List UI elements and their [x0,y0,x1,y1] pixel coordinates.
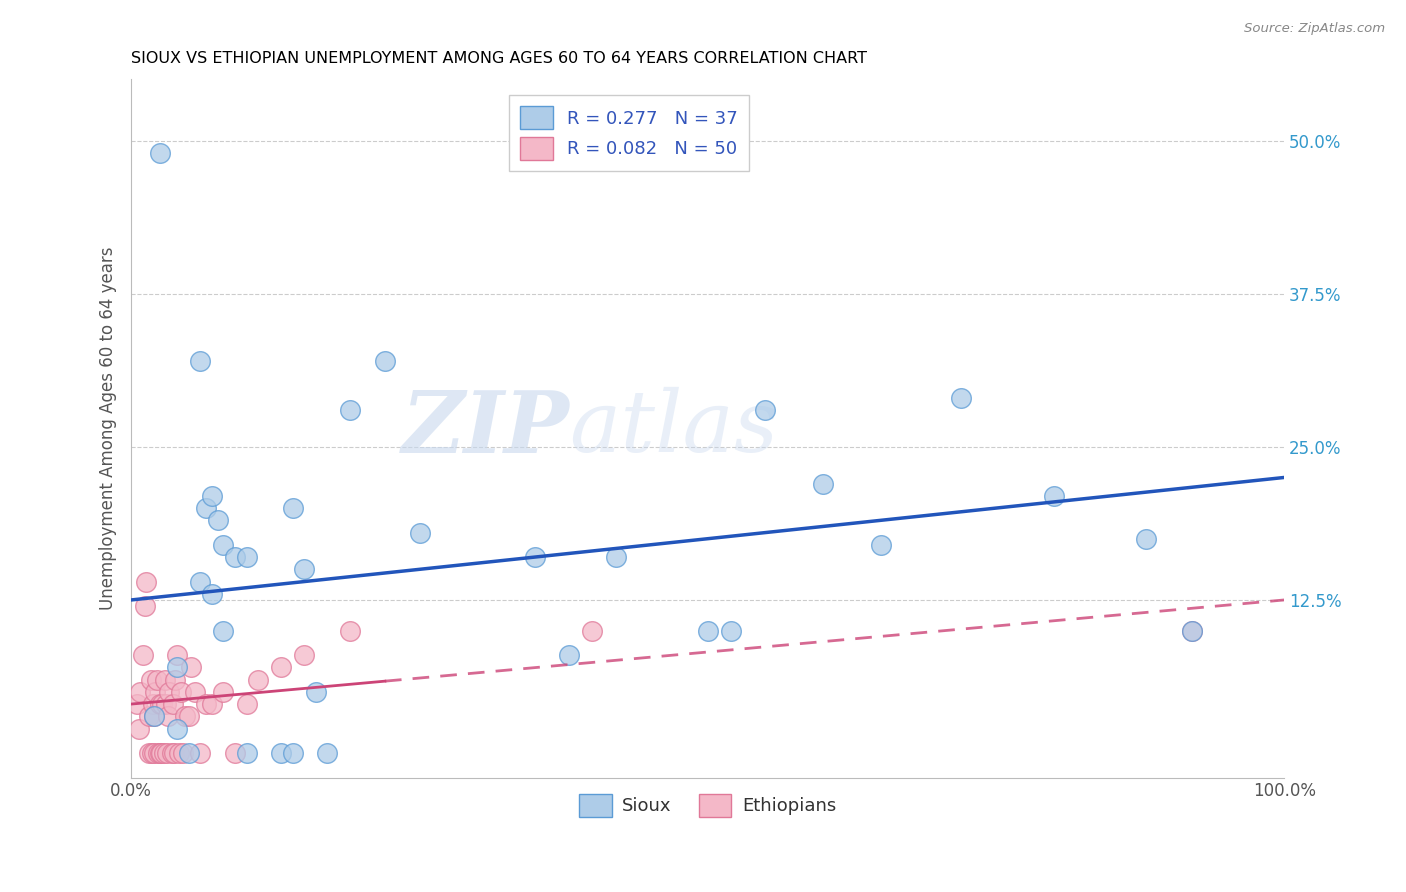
Point [190,746,212,760]
Point [316,746,339,760]
Point [180,660,202,674]
Point [156,746,179,760]
Point [163,746,186,760]
Point [167,746,190,760]
Point [224,746,246,760]
Point [201,697,224,711]
Point [281,746,304,760]
Text: ZIP: ZIP [402,387,569,470]
Point [605,550,627,565]
Point [292,648,315,662]
Point [160,746,183,760]
Point [125,697,148,711]
Point [141,746,163,760]
Point [811,476,834,491]
Point [212,538,235,552]
Point [374,354,396,368]
Point [720,624,742,638]
Text: atlas: atlas [569,387,779,470]
Point [172,746,194,760]
Point [207,513,229,527]
Point [157,709,180,723]
Point [146,746,169,760]
Text: Source: ZipAtlas.com: Source: ZipAtlas.com [1244,22,1385,36]
Point [166,722,188,736]
Y-axis label: Unemployment Among Ages 60 to 64 years: Unemployment Among Ages 60 to 64 years [100,247,117,610]
Point [195,697,218,711]
Point [339,624,361,638]
Point [132,648,155,662]
Point [177,709,200,723]
Point [1042,489,1064,503]
Point [235,746,257,760]
Point [950,391,973,405]
Point [305,685,328,699]
Point [150,746,173,760]
Point [696,624,718,638]
Point [166,660,188,674]
Point [408,525,430,540]
Point [339,403,361,417]
Point [143,709,166,723]
Point [149,746,172,760]
Point [157,685,180,699]
Point [869,538,891,552]
Point [201,489,224,503]
Point [212,624,235,638]
Point [170,685,193,699]
Point [270,746,292,760]
Point [581,624,603,638]
Point [138,709,160,723]
Point [145,685,167,699]
Point [292,562,315,576]
Point [150,697,173,711]
Point [281,501,304,516]
Point [166,648,188,662]
Point [212,685,235,699]
Point [190,574,212,589]
Point [142,697,165,711]
Point [162,697,184,711]
Point [754,403,776,417]
Point [149,697,172,711]
Point [134,599,156,613]
Point [195,501,218,516]
Point [139,673,162,687]
Point [129,685,152,699]
Point [143,709,166,723]
Point [155,697,177,711]
Legend: Sioux, Ethiopians: Sioux, Ethiopians [572,787,844,824]
Point [1135,532,1157,546]
Point [190,354,212,368]
Point [1181,624,1204,638]
Point [135,574,157,589]
Point [247,673,270,687]
Point [183,685,205,699]
Point [235,550,257,565]
Point [165,673,187,687]
Point [201,587,224,601]
Point [224,550,246,565]
Point [558,648,581,662]
Point [174,709,197,723]
Point [152,746,174,760]
Point [128,722,150,736]
Point [145,673,167,687]
Point [153,673,176,687]
Point [1181,624,1204,638]
Point [270,660,292,674]
Point [149,145,172,160]
Point [177,746,200,760]
Text: SIOUX VS ETHIOPIAN UNEMPLOYMENT AMONG AGES 60 TO 64 YEARS CORRELATION CHART: SIOUX VS ETHIOPIAN UNEMPLOYMENT AMONG AG… [131,51,868,66]
Point [523,550,546,565]
Point [138,746,160,760]
Point [235,697,257,711]
Point [143,746,166,760]
